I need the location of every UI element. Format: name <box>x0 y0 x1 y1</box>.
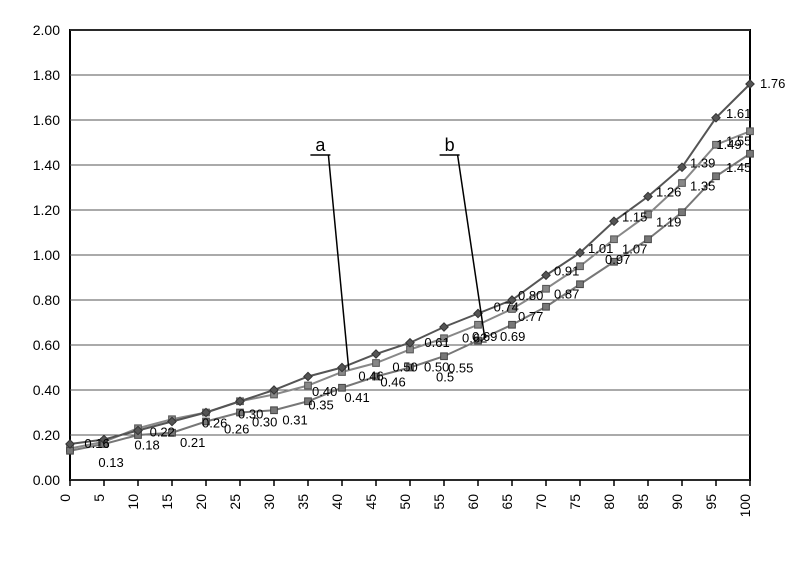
x-tick-label: 50 <box>397 494 413 510</box>
y-tick-label: 2.00 <box>33 22 60 38</box>
y-tick-label: 0.40 <box>33 382 60 398</box>
data-label: 0.69 <box>500 329 525 344</box>
marker-square <box>475 321 482 328</box>
marker-square <box>747 150 754 157</box>
data-label: 0.46 <box>380 375 405 390</box>
x-tick-label: 0 <box>57 494 73 502</box>
data-label: 0.97 <box>605 252 630 267</box>
data-label: 0.91 <box>554 263 579 278</box>
series-a-label: a <box>315 135 326 155</box>
y-tick-label: 1.40 <box>33 157 60 173</box>
data-label: 0.87 <box>554 286 579 301</box>
y-tick-label: 1.00 <box>33 247 60 263</box>
data-label: 0.77 <box>518 309 543 324</box>
y-tick-label: 1.60 <box>33 112 60 128</box>
data-label: 1.61 <box>726 106 751 121</box>
x-tick-label: 25 <box>227 494 243 510</box>
x-tick-label: 5 <box>91 494 107 502</box>
marker-square <box>305 382 312 389</box>
data-label: 0.31 <box>282 412 307 427</box>
x-tick-label: 75 <box>567 494 583 510</box>
x-tick-label: 80 <box>601 494 617 510</box>
x-tick-label: 30 <box>261 494 277 510</box>
x-tick-label: 20 <box>193 494 209 510</box>
y-tick-label: 0.80 <box>33 292 60 308</box>
x-tick-label: 100 <box>737 494 753 518</box>
data-label: 0.5 <box>436 370 454 385</box>
data-label: 1.35 <box>690 178 715 193</box>
series-b-pointer <box>458 155 485 338</box>
data-label: 0.41 <box>344 390 369 405</box>
y-tick-label: 0.20 <box>33 427 60 443</box>
data-label: 1.39 <box>690 155 715 170</box>
x-tick-label: 95 <box>703 494 719 510</box>
y-tick-label: 1.80 <box>33 67 60 83</box>
y-tick-label: 0.60 <box>33 337 60 353</box>
data-label: 0.21 <box>180 435 205 450</box>
y-tick-label: 0.00 <box>33 472 60 488</box>
data-label: 0.61 <box>424 335 449 350</box>
data-label: 0.80 <box>518 288 543 303</box>
data-label: 1.76 <box>760 76 785 91</box>
x-tick-label: 60 <box>465 494 481 510</box>
marker-square <box>373 360 380 367</box>
data-label: 0.16 <box>84 436 109 451</box>
x-tick-label: 35 <box>295 494 311 510</box>
data-label: 0.13 <box>98 455 123 470</box>
data-label: 1.26 <box>656 185 681 200</box>
data-label: 0.74 <box>494 300 519 315</box>
chart-container: 0.00 0.20 0.40 0.60 0.80 1.00 1.20 1.40 1.60 1.80… <box>0 0 800 576</box>
x-tick-label: 45 <box>363 494 379 510</box>
series-b-label: b <box>445 135 455 155</box>
x-tick-label: 70 <box>533 494 549 510</box>
x-tick-label: 10 <box>125 494 141 510</box>
marker-diamond <box>372 350 380 358</box>
marker-diamond <box>440 323 448 331</box>
data-label: 0.18 <box>134 438 159 453</box>
data-label: 1.15 <box>622 209 647 224</box>
y-tick-label: 1.20 <box>33 202 60 218</box>
chart-svg: 0.00 0.20 0.40 0.60 0.80 1.00 1.20 1.40 1.60 1.80… <box>0 0 800 576</box>
series-a-pointer <box>328 155 348 370</box>
x-tick-label: 85 <box>635 494 651 510</box>
x-tick-label: 90 <box>669 494 685 510</box>
data-label: 1.19 <box>656 214 681 229</box>
data-label: 0.50 <box>392 360 417 375</box>
marker-square <box>543 285 550 292</box>
data-label: 0.26 <box>224 422 249 437</box>
data-label: 1.49 <box>716 137 741 152</box>
x-tick-label: 65 <box>499 494 515 510</box>
data-label: 0.62 <box>462 331 487 346</box>
data-label: 0.35 <box>308 397 333 412</box>
marker-square <box>543 303 550 310</box>
x-tick-label: 15 <box>159 494 175 510</box>
data-label: 1.45 <box>726 160 751 175</box>
marker-square <box>271 407 278 414</box>
marker-diamond <box>304 372 312 380</box>
data-label: 0.30 <box>252 415 277 430</box>
marker-square <box>509 321 516 328</box>
x-tick-label: 40 <box>329 494 345 510</box>
series-c-line <box>70 131 750 448</box>
x-tick-label: 55 <box>431 494 447 510</box>
